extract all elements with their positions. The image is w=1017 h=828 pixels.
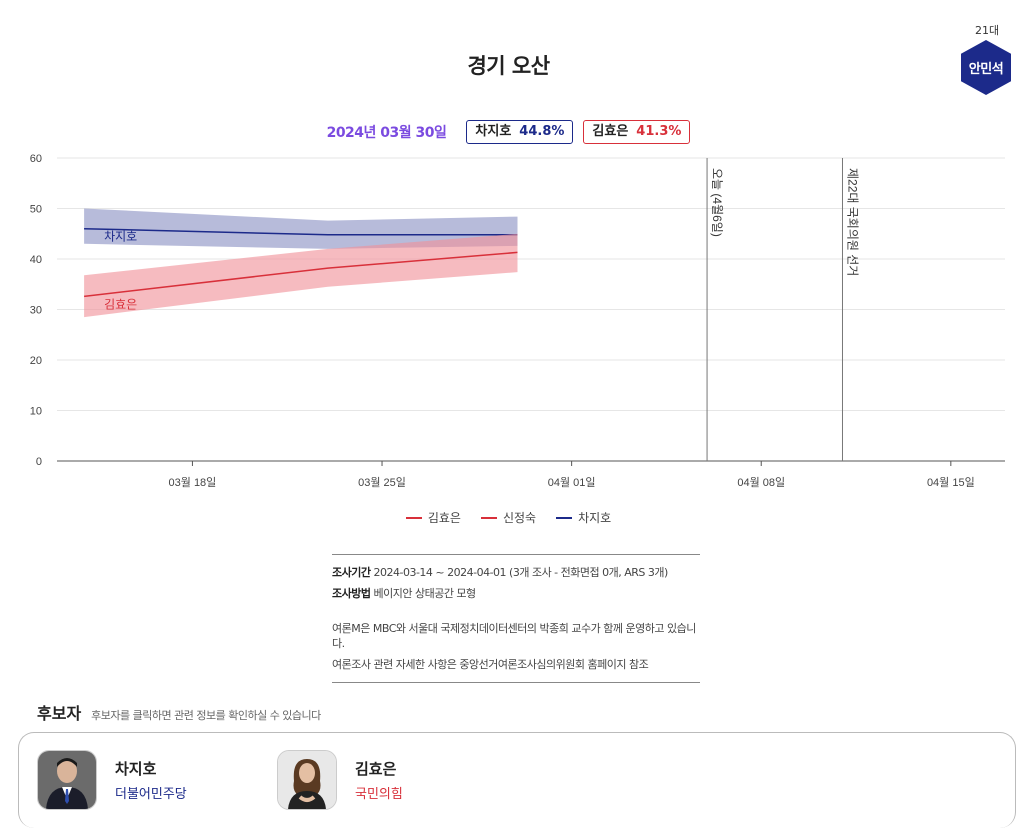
incumbent-badge[interactable]: 안민석 xyxy=(961,40,1011,95)
y-tick-label: 10 xyxy=(30,406,42,418)
x-tick-label: 03월 25일 xyxy=(358,475,406,489)
series-label: 차지호 xyxy=(104,230,137,244)
term-label: 21대 xyxy=(975,22,999,38)
legend-item[interactable]: 신정숙 xyxy=(481,509,536,526)
y-tick-label: 40 xyxy=(30,254,42,266)
latest-poll-summary: 2024년 03월 30일 차지호 44.8% 김효은 41.3% xyxy=(0,120,1017,144)
page-title: 경기 오산 xyxy=(0,50,1017,80)
x-tick-label: 04월 08일 xyxy=(737,475,785,489)
survey-note: 여론M은 MBC와 서울대 국제정치데이터센터의 박종희 교수가 함께 운영하고… xyxy=(332,621,700,651)
candidate-party: 국민의힘 xyxy=(355,783,403,802)
legend-swatch xyxy=(556,517,572,519)
legend-item[interactable]: 차지호 xyxy=(556,509,611,526)
poll-result-box: 김효은 41.3% xyxy=(583,120,690,144)
poll-candidate-name: 차지호 xyxy=(475,123,511,141)
survey-note: 여론조사 관련 자세한 사항은 중앙선거여론조사심의위원회 홈페이지 참조 xyxy=(332,657,700,672)
candidates-subtext: 후보자를 클릭하면 관련 정보를 확인하실 수 있습니다 xyxy=(91,707,321,723)
candidate-party: 더불어민주당 xyxy=(115,783,187,802)
x-tick-label: 04월 01일 xyxy=(548,475,596,489)
candidates-header: 후보자 후보자를 클릭하면 관련 정보를 확인하실 수 있습니다 xyxy=(37,700,321,724)
candidate-name: 차지호 xyxy=(115,758,187,779)
poll-trend-chart: 0 10 20 30 40 50 60 03월 18일 03월 25일 04월 01일 04월 08… xyxy=(0,148,1017,493)
poll-result-box: 차지호 44.8% xyxy=(466,120,573,144)
candidate-photo xyxy=(277,750,337,810)
legend-swatch xyxy=(481,517,497,519)
poll-date: 2024년 03월 30일 xyxy=(327,122,447,142)
poll-candidate-pct: 44.8% xyxy=(519,123,564,141)
y-tick-label: 0 xyxy=(36,456,42,468)
legend-swatch xyxy=(406,517,422,519)
x-tick-label: 04월 15일 xyxy=(927,475,975,489)
candidate-name: 김효은 xyxy=(355,758,403,779)
candidate-card[interactable]: 차지호 더불어민주당 xyxy=(37,750,187,810)
legend-label: 차지호 xyxy=(578,509,611,526)
poll-candidate-pct: 41.3% xyxy=(636,123,681,141)
annotation-label: 오늘 (4월6일) xyxy=(710,168,724,237)
x-tick-label: 03월 18일 xyxy=(169,475,217,489)
candidates-heading: 후보자 xyxy=(37,700,81,724)
y-tick-label: 50 xyxy=(30,204,42,216)
legend-item[interactable]: 김효은 xyxy=(406,509,461,526)
legend-label: 신정숙 xyxy=(503,509,536,526)
candidate-photo xyxy=(37,750,97,810)
survey-method: 조사방법 베이지안 상태공간 모형 xyxy=(332,586,700,601)
y-tick-label: 20 xyxy=(30,355,42,367)
poll-candidate-name: 김효은 xyxy=(592,123,628,141)
annotation-label: 제22대 국회의원 선거 xyxy=(845,168,859,276)
y-tick-label: 30 xyxy=(30,305,42,317)
candidate-card[interactable]: 김효은 국민의힘 xyxy=(277,750,403,810)
chart-legend: 김효은 신정숙 차지호 xyxy=(0,509,1017,526)
y-tick-label: 60 xyxy=(30,153,42,165)
survey-period: 조사기간 2024-03-14 ~ 2024-04-01 (3개 조사 - 전화… xyxy=(332,565,700,580)
survey-info: 조사기간 2024-03-14 ~ 2024-04-01 (3개 조사 - 전화… xyxy=(332,554,700,683)
legend-label: 김효은 xyxy=(428,509,461,526)
series-label: 김효은 xyxy=(104,297,137,311)
incumbent-name: 안민석 xyxy=(969,58,1003,77)
